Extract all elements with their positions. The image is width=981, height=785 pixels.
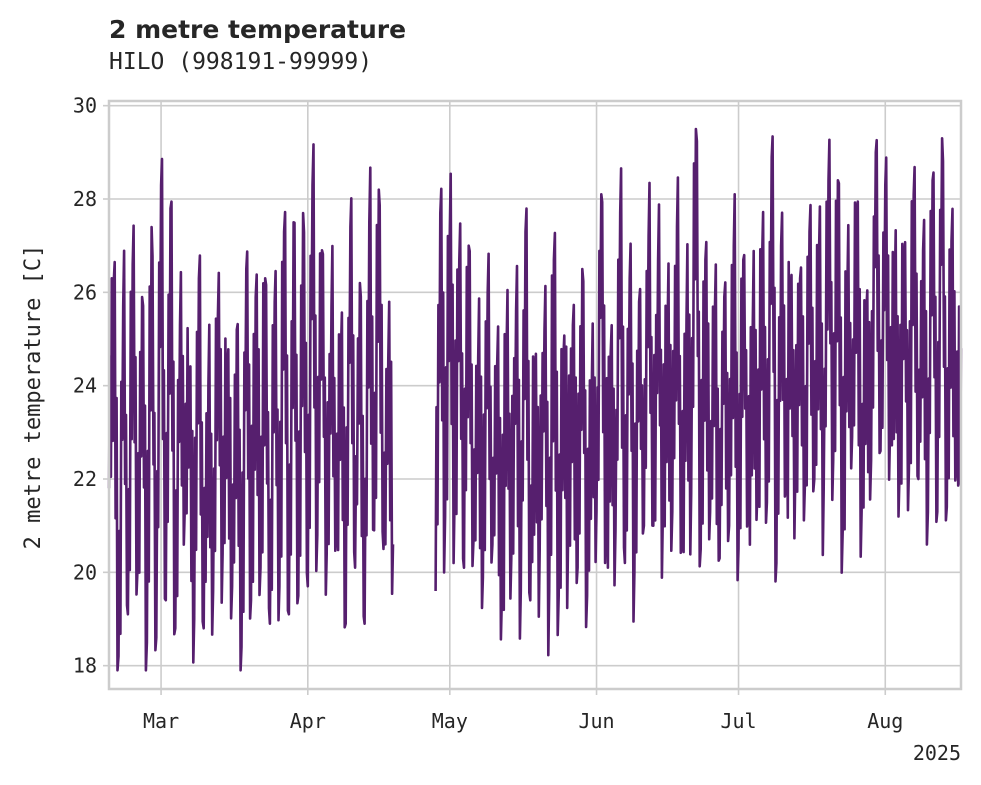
temperature-line [434,127,963,657]
x-tick-label: Aug [867,709,903,733]
series-group [107,127,963,672]
x-tick-label: Jul [720,709,756,733]
y-tick-label: 28 [73,187,97,211]
y-tick-label: 26 [73,280,97,304]
y-tick-label: 30 [73,94,97,118]
temperature-line [107,143,395,672]
x-tick-label: Apr [290,709,326,733]
y-tick-label: 22 [73,467,97,491]
y-axis-label: 2 metre temperature [C] [21,245,46,550]
y-tick-label: 24 [73,374,97,398]
y-tick-labels: 18 20 22 24 26 28 30 [73,94,109,678]
plot-frame [107,99,963,691]
x-tick-label: Jun [578,709,614,733]
year-label: 2025 [913,741,961,765]
chart-title: 2 metre temperature [109,15,407,44]
y-tick-label: 20 [73,560,97,584]
x-tick-labels: Mar Apr May Jun Jul Aug [143,689,903,733]
y-tick-label: 18 [73,654,97,678]
x-tick-label: May [432,709,468,733]
x-tick-label: Mar [143,709,179,733]
chart-subtitle: HILO (998191-99999) [109,49,373,75]
